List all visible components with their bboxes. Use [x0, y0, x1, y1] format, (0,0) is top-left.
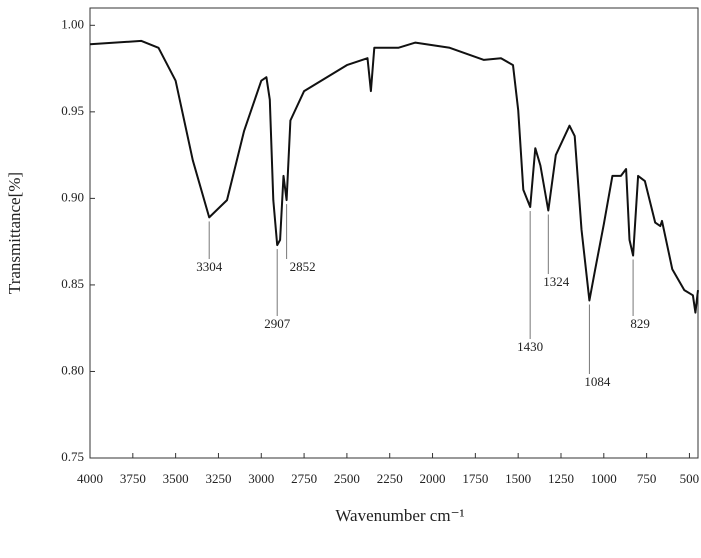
x-tick-label: 1250 [548, 471, 574, 486]
x-axis-title: Wavenumber cm⁻¹ [335, 506, 464, 525]
y-tick-label: 1.00 [61, 16, 84, 31]
y-tick-label: 0.95 [61, 103, 84, 118]
annotation-label: 1324 [543, 274, 570, 289]
annotation-label: 1430 [517, 339, 543, 354]
x-tick-label: 3250 [205, 471, 231, 486]
annotation-label: 2907 [264, 316, 291, 331]
x-tick-label: 2250 [377, 471, 403, 486]
y-tick-label: 0.90 [61, 189, 84, 204]
x-tick-label: 3000 [248, 471, 274, 486]
x-tick-label: 3750 [120, 471, 146, 486]
annotation-label: 2852 [290, 259, 316, 274]
x-tick-label: 4000 [77, 471, 103, 486]
x-tick-label: 500 [680, 471, 700, 486]
x-tick-label: 2750 [291, 471, 317, 486]
annotation-label: 3304 [196, 259, 223, 274]
x-tick-label: 3500 [163, 471, 189, 486]
x-tick-label: 2000 [420, 471, 446, 486]
x-tick-label: 1500 [505, 471, 531, 486]
y-axis-title: Transmittance[%] [5, 172, 24, 294]
x-tick-label: 750 [637, 471, 657, 486]
annotation-label: 1084 [584, 374, 611, 389]
y-tick-label: 0.75 [61, 449, 84, 464]
y-tick-label: 0.85 [61, 276, 84, 291]
x-tick-label: 2500 [334, 471, 360, 486]
x-tick-label: 1750 [462, 471, 488, 486]
annotation-label: 829 [630, 316, 650, 331]
x-tick-label: 1000 [591, 471, 617, 486]
y-tick-label: 0.80 [61, 362, 84, 377]
plot-frame [89, 7, 699, 459]
spectrum-line [89, 39, 699, 314]
